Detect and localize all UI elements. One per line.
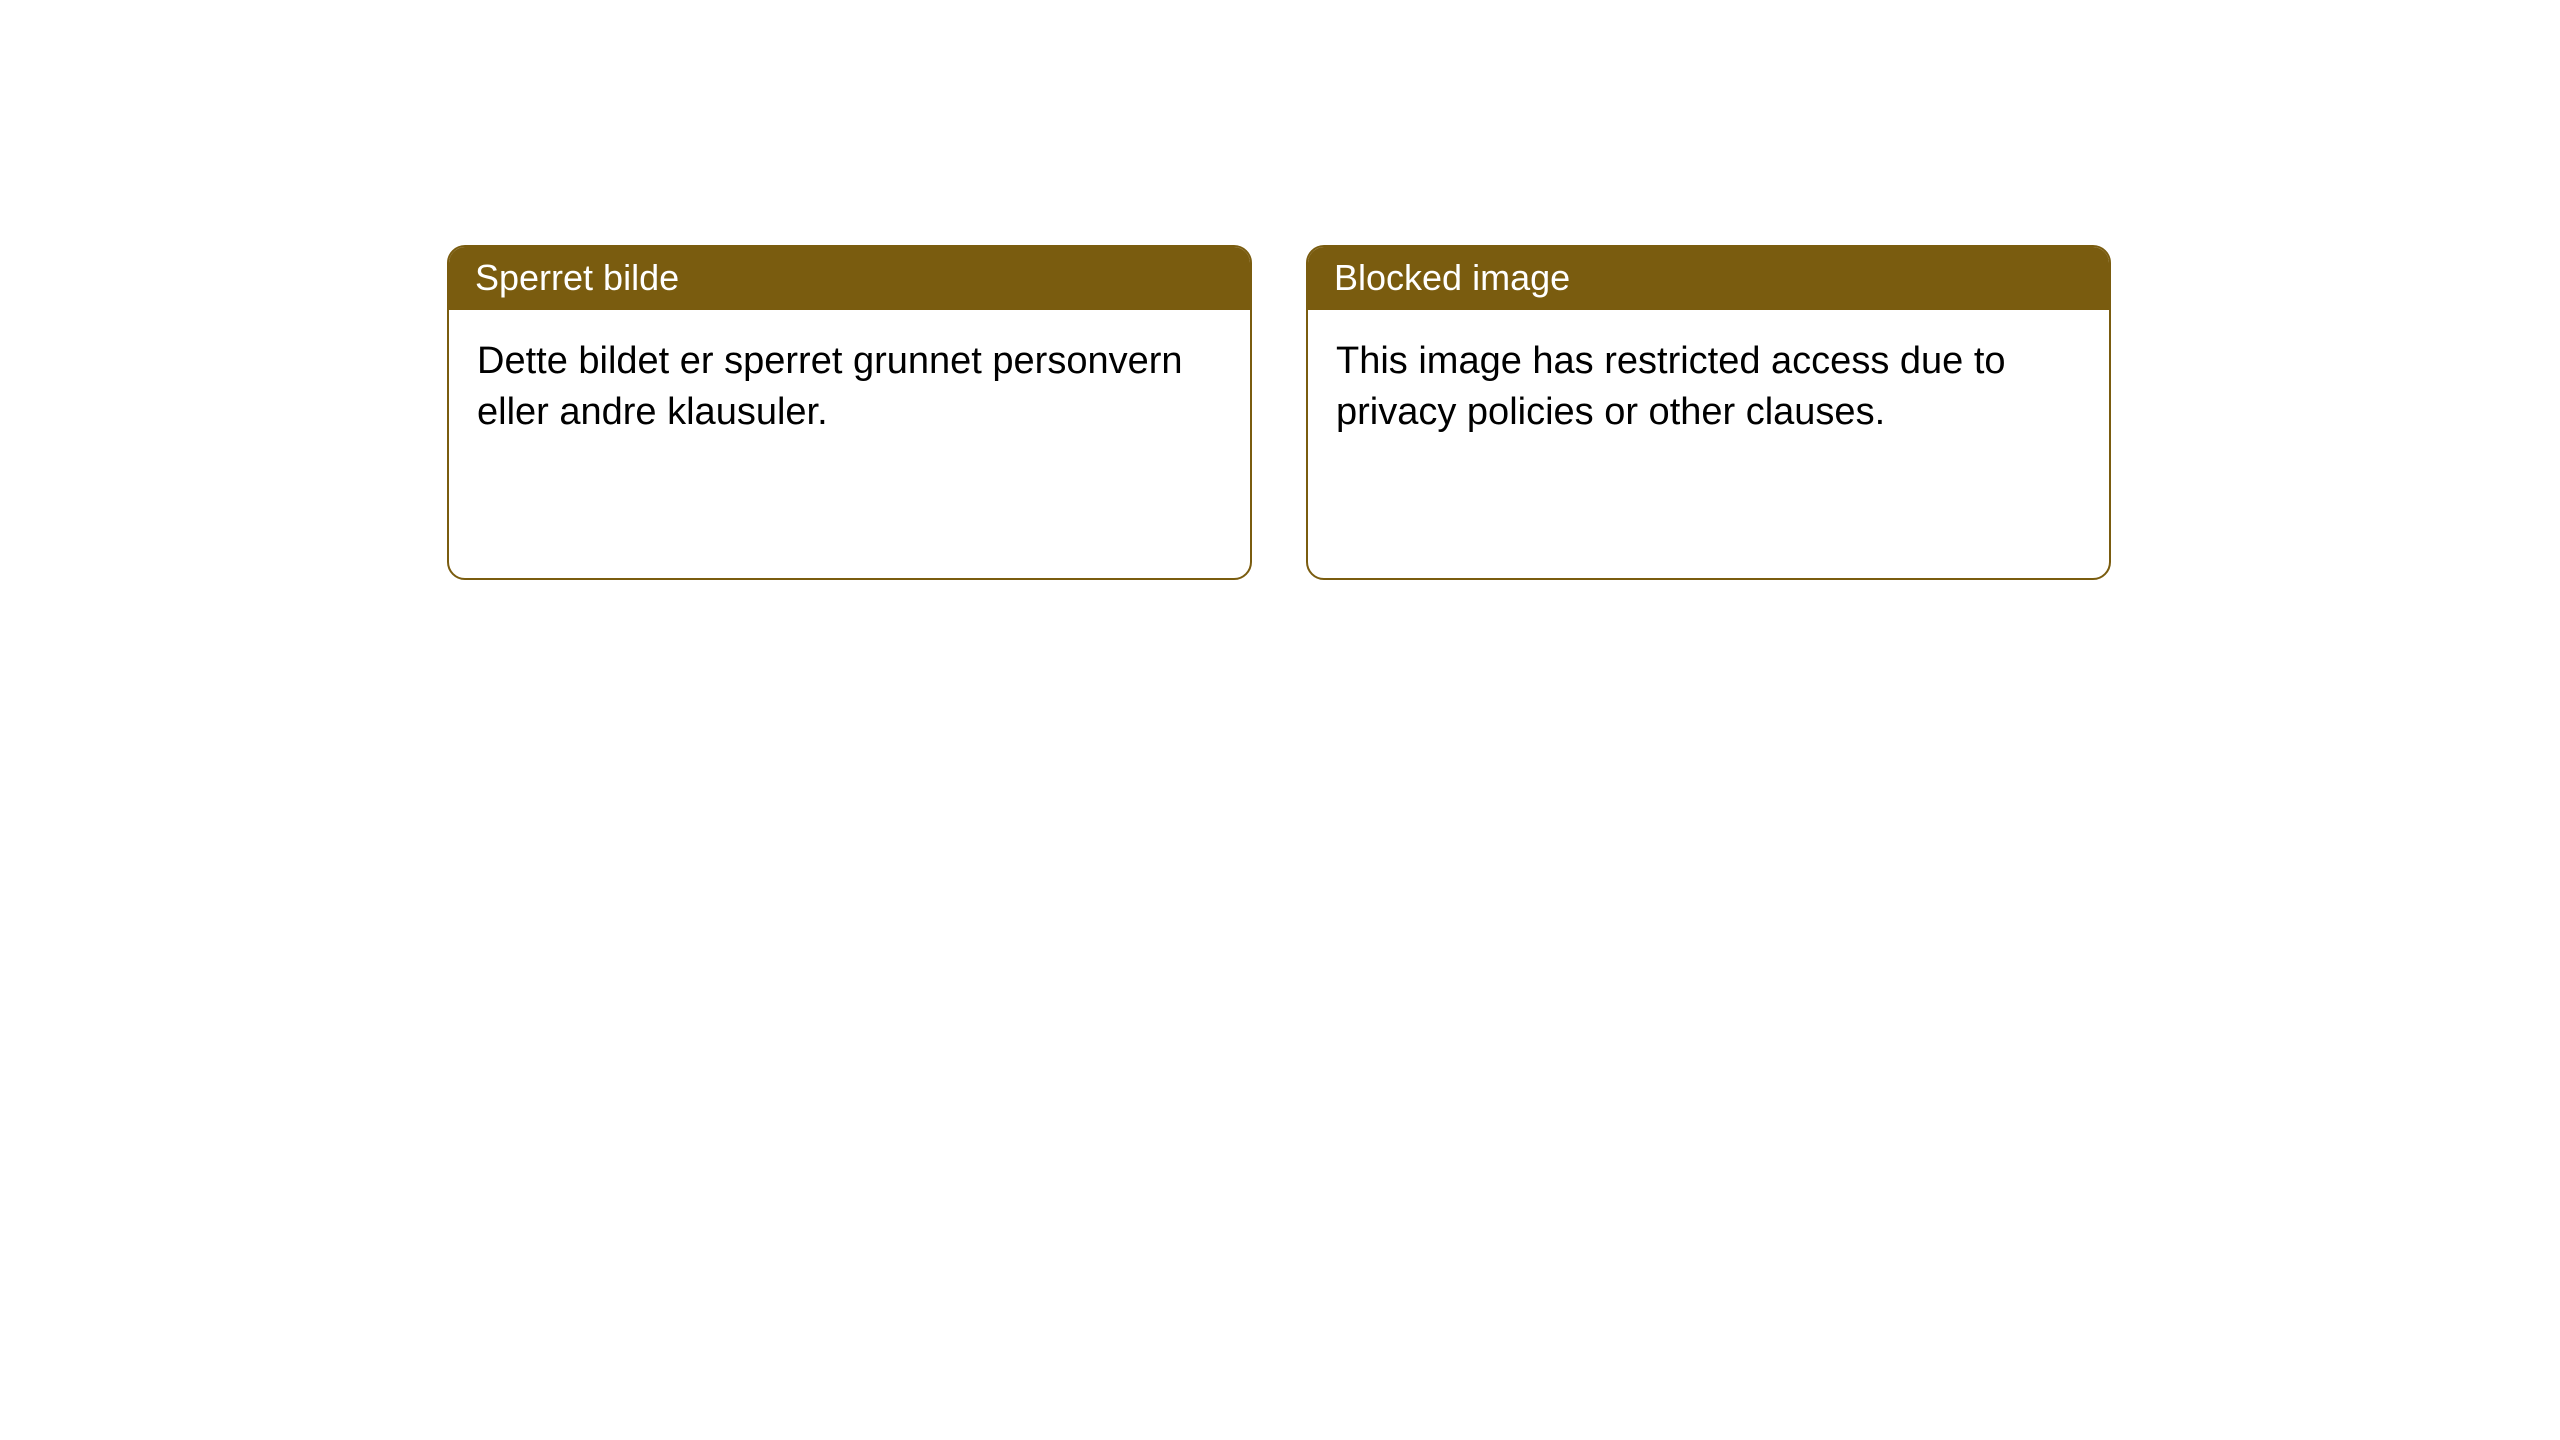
notice-body-english: This image has restricted access due to … (1308, 310, 2109, 465)
notice-header-norwegian: Sperret bilde (449, 247, 1250, 310)
notice-body-norwegian: Dette bildet er sperret grunnet personve… (449, 310, 1250, 465)
notice-header-english: Blocked image (1308, 247, 2109, 310)
notice-card-english: Blocked image This image has restricted … (1306, 245, 2111, 580)
notice-card-norwegian: Sperret bilde Dette bildet er sperret gr… (447, 245, 1252, 580)
notice-container: Sperret bilde Dette bildet er sperret gr… (0, 0, 2560, 580)
